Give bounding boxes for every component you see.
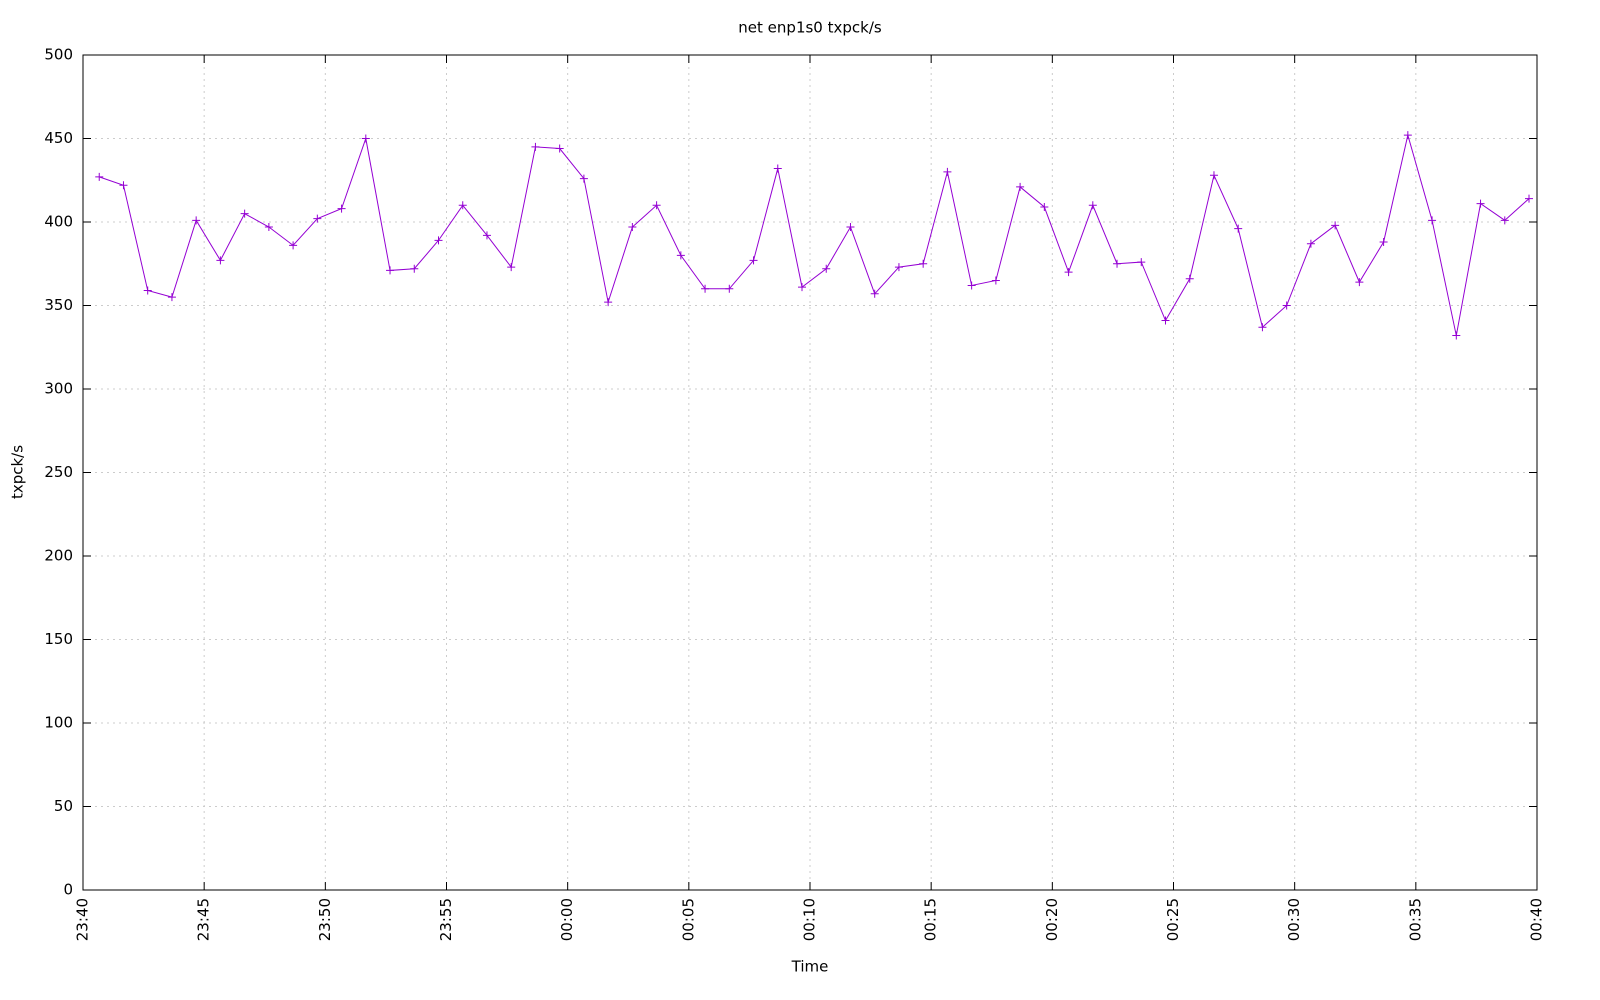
data-point <box>1016 182 1025 191</box>
data-point <box>1403 131 1412 140</box>
data-point <box>1428 216 1437 225</box>
data-point <box>1282 301 1291 310</box>
data-point <box>628 223 637 232</box>
data-point <box>1525 194 1533 203</box>
y-tick-label: 450 <box>44 129 73 147</box>
y-tick-label: 250 <box>44 463 73 481</box>
data-point <box>1113 259 1122 268</box>
plot-border <box>82 54 1538 891</box>
data-point <box>313 214 322 223</box>
x-tick-label: 23:40 <box>74 898 92 941</box>
data-point <box>1500 216 1509 225</box>
y-tick-label: 0 <box>63 881 73 899</box>
data-point <box>701 284 710 293</box>
data-point <box>1088 201 1097 210</box>
data-point <box>1209 171 1218 180</box>
data-point <box>361 134 370 143</box>
data-point <box>604 298 613 307</box>
x-tick-label: 00:20 <box>1043 898 1061 941</box>
data-point <box>991 276 1000 285</box>
x-tick-label: 00:25 <box>1164 898 1182 941</box>
data-point <box>1331 221 1340 230</box>
data-point <box>192 216 201 225</box>
data-point <box>434 236 443 245</box>
data-point <box>410 264 419 273</box>
y-tick-label: 300 <box>44 380 73 398</box>
y-axis-label: txpck/s <box>9 445 27 499</box>
data-point <box>240 209 249 218</box>
data-point <box>1064 268 1073 277</box>
chart-title: net enp1s0 txpck/s <box>738 19 882 37</box>
y-tick-label: 50 <box>54 797 73 815</box>
data-point <box>846 223 855 232</box>
data-point <box>482 231 491 240</box>
x-tick-label: 23:50 <box>316 898 334 941</box>
data-point <box>725 284 734 293</box>
x-tick-label: 00:35 <box>1406 898 1424 941</box>
data-line <box>99 135 1530 336</box>
data-point <box>749 256 758 265</box>
data-point <box>1185 274 1194 283</box>
data-point <box>676 251 685 260</box>
x-tick-label: 00:10 <box>801 898 819 941</box>
data-point <box>773 164 782 173</box>
x-tick-label: 00:30 <box>1285 898 1303 941</box>
data-point <box>822 264 831 273</box>
data-point <box>1379 238 1388 247</box>
x-tick-label: 23:45 <box>195 898 213 941</box>
data-point <box>167 293 176 302</box>
data-point <box>1452 331 1461 340</box>
x-tick-label: 00:05 <box>679 898 697 941</box>
y-tick-label: 150 <box>44 630 73 648</box>
data-point <box>143 286 152 295</box>
data-point <box>216 256 225 265</box>
data-point <box>386 266 395 275</box>
x-tick-label: 00:40 <box>1528 898 1546 941</box>
y-tick-label: 500 <box>44 46 73 64</box>
data-point <box>579 174 588 183</box>
x-axis-label: Time <box>791 958 829 976</box>
data-point <box>798 283 807 292</box>
data-point <box>967 281 976 290</box>
data-point <box>1355 278 1364 287</box>
y-tick-label: 350 <box>44 296 73 314</box>
data-point <box>95 172 104 181</box>
data-point <box>1234 224 1243 233</box>
y-tick-label: 200 <box>44 547 73 565</box>
data-point <box>919 259 928 268</box>
data-point <box>652 201 661 210</box>
x-tick-label: 00:15 <box>922 898 940 941</box>
data-point <box>1306 239 1315 248</box>
data-point <box>119 181 128 190</box>
data-point <box>1476 199 1485 208</box>
data-point <box>1258 323 1267 332</box>
data-point <box>1137 258 1146 267</box>
data-point <box>943 167 952 176</box>
data-point <box>1040 202 1049 211</box>
data-point <box>507 263 516 272</box>
x-tick-label: 00:00 <box>558 898 576 941</box>
x-tick-label: 23:55 <box>437 898 455 941</box>
data-point <box>531 142 540 151</box>
data-point <box>870 289 879 298</box>
data-point <box>337 204 346 213</box>
y-tick-label: 100 <box>44 714 73 732</box>
data-point <box>555 144 564 153</box>
data-point <box>894 263 903 272</box>
data-point <box>1161 316 1170 325</box>
data-point <box>458 201 467 210</box>
data-point <box>264 223 273 232</box>
data-point <box>289 241 298 250</box>
y-tick-label: 400 <box>44 213 73 231</box>
